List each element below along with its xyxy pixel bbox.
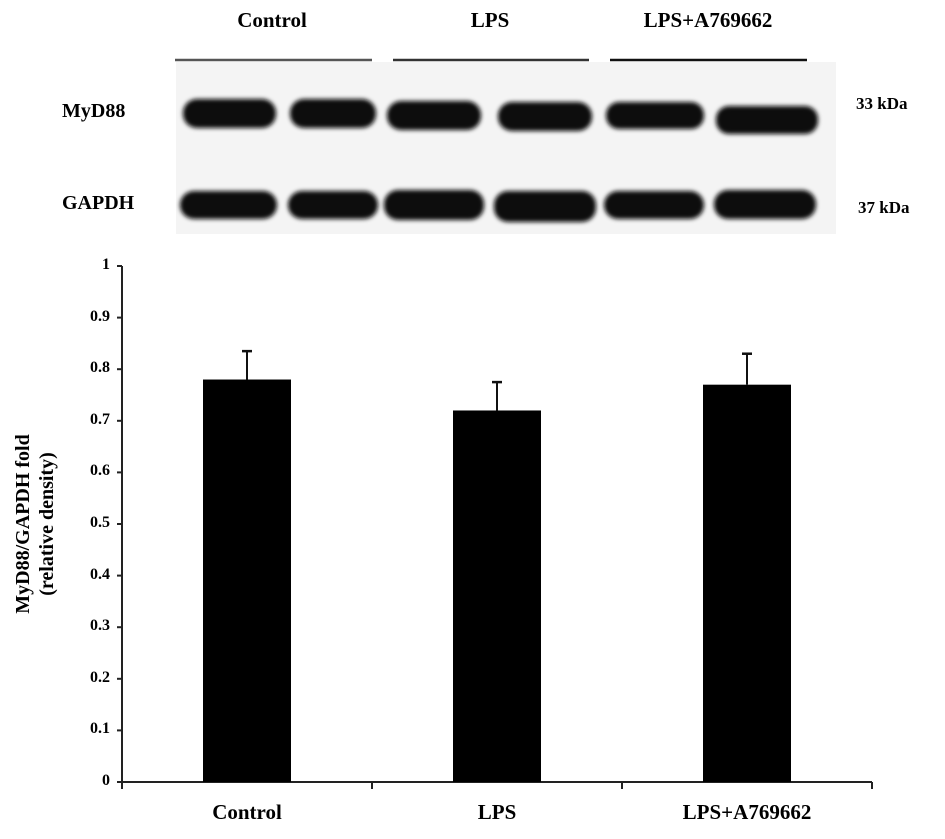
blot-group-label-lps-a769662: LPS+A769662 (643, 8, 773, 32)
band (714, 190, 816, 219)
y-tick-label: 0.5 (90, 514, 110, 531)
y-tick-label: 0.8 (90, 359, 110, 377)
gapdh-bands (180, 190, 816, 222)
band (606, 102, 704, 129)
y-tick-label: 0.4 (90, 565, 110, 583)
y-tick-label: 0.2 (90, 668, 110, 686)
band (716, 106, 818, 134)
band (288, 191, 378, 219)
band (387, 101, 481, 130)
band (384, 190, 484, 220)
band (180, 191, 277, 219)
blot-group-label-lps: LPS (470, 8, 510, 32)
blot-row-label-gapdh: GAPDH (62, 192, 135, 214)
blot-row-label-myd88: MyD88 (62, 100, 126, 122)
blot-size-myd88: 33 kDa (856, 94, 908, 113)
band (498, 102, 592, 131)
y-tick-label: 0.9 (90, 307, 110, 325)
band (494, 191, 596, 222)
blot-size-gapdh: 37 kDa (858, 198, 910, 217)
bar-control (203, 379, 291, 782)
x-category-label: Control (212, 800, 282, 824)
x-category-label: LPS+A769662 (682, 800, 812, 824)
myd88-bands (183, 99, 818, 134)
blot-group-label-control: Control (237, 8, 307, 32)
y-tick-label: 0 (102, 772, 110, 789)
band (183, 99, 276, 128)
y-tick-label: 0.6 (90, 462, 110, 480)
band (290, 99, 376, 128)
western-blot-image (175, 58, 836, 234)
band (604, 191, 704, 219)
y-tick-label: 0.1 (90, 720, 110, 738)
x-category-label: LPS (477, 800, 517, 824)
bar-lps (453, 410, 541, 782)
y-tick-label: 0.3 (90, 617, 110, 635)
y-tick-label: 1 (102, 256, 110, 273)
y-tick-label: 0.7 (90, 410, 110, 428)
bar-lps-a769662 (703, 384, 791, 782)
